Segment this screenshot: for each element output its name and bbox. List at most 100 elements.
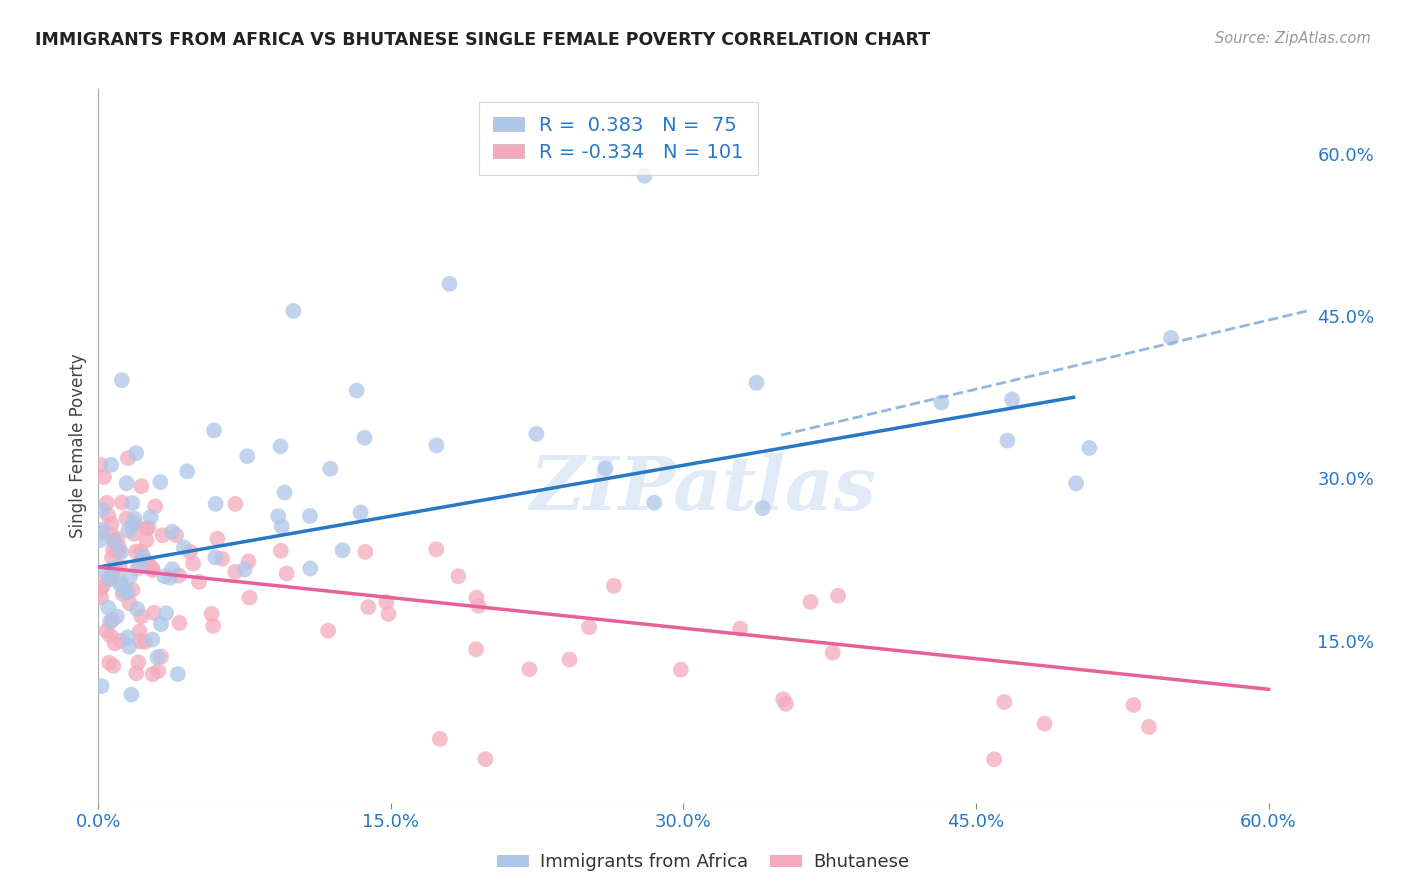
Point [319, 461, 342, 475]
Point [821, 646, 844, 660]
Point [349, 505, 371, 519]
Point [103, 560, 125, 574]
Point [983, 752, 1005, 766]
Point [124, 516, 146, 531]
Point [107, 540, 129, 554]
Point [90, 679, 112, 693]
Point [799, 595, 821, 609]
Point [353, 431, 375, 445]
Point [125, 544, 148, 558]
Point [993, 695, 1015, 709]
Point [179, 545, 201, 559]
Point [202, 423, 225, 437]
Point [108, 577, 131, 591]
Point [118, 640, 141, 654]
Point [98, 656, 121, 670]
Point [131, 609, 153, 624]
Point [98, 615, 121, 629]
Point [93, 470, 115, 484]
Point [89, 458, 111, 472]
Point [143, 500, 166, 514]
Point [775, 697, 797, 711]
Point [276, 566, 298, 581]
Point [112, 584, 135, 599]
Point [204, 550, 226, 565]
Point [269, 439, 291, 453]
Point [127, 602, 149, 616]
Point [104, 636, 127, 650]
Point [117, 630, 139, 644]
Point [125, 666, 148, 681]
Point [211, 551, 233, 566]
Point [603, 579, 626, 593]
Point [517, 662, 540, 676]
Point [90, 591, 112, 605]
Point [128, 558, 150, 572]
Point [425, 542, 447, 557]
Point [91, 523, 114, 537]
Point [96, 624, 118, 638]
Point [127, 656, 149, 670]
Point [200, 607, 222, 621]
Point [121, 518, 143, 533]
Point [111, 587, 134, 601]
Point [169, 615, 191, 630]
Point [115, 476, 138, 491]
Point [134, 634, 156, 648]
Point [138, 520, 160, 534]
Point [188, 574, 211, 589]
Point [141, 561, 163, 575]
Point [110, 574, 132, 589]
Point [94, 565, 117, 579]
Point [236, 449, 259, 463]
Point [160, 524, 183, 539]
Point [131, 479, 153, 493]
Text: IMMIGRANTS FROM AFRICA VS BHUTANESE SINGLE FEMALE POVERTY CORRELATION CHART: IMMIGRANTS FROM AFRICA VS BHUTANESE SING… [35, 31, 931, 49]
Point [142, 667, 165, 681]
Point [107, 544, 129, 558]
Point [105, 609, 128, 624]
Point [204, 497, 226, 511]
Point [224, 565, 246, 579]
Point [155, 606, 177, 620]
Point [267, 509, 290, 524]
Point [120, 570, 142, 584]
Point [375, 595, 398, 609]
Point [101, 543, 124, 558]
Point [101, 613, 124, 627]
Point [1122, 698, 1144, 712]
Point [669, 663, 692, 677]
Point [238, 554, 260, 568]
Point [354, 545, 377, 559]
Point [332, 543, 354, 558]
Point [121, 582, 143, 597]
Point [152, 528, 174, 542]
Point [207, 532, 229, 546]
Point [447, 569, 470, 583]
Point [149, 475, 172, 489]
Point [357, 600, 380, 615]
Point [299, 561, 322, 575]
Point [146, 650, 169, 665]
Point [103, 658, 125, 673]
Point [162, 562, 184, 576]
Point [1033, 716, 1056, 731]
Point [827, 589, 849, 603]
Point [270, 519, 292, 533]
Point [166, 667, 188, 681]
Point [467, 599, 489, 613]
Point [167, 568, 190, 582]
Point [728, 622, 751, 636]
Point [233, 562, 256, 576]
Point [772, 692, 794, 706]
Point [97, 600, 120, 615]
Point [1137, 720, 1160, 734]
Text: ZIPatlas: ZIPatlas [530, 452, 876, 525]
Point [526, 426, 548, 441]
Point [129, 545, 152, 559]
Point [270, 543, 292, 558]
Point [439, 277, 461, 291]
Point [111, 495, 134, 509]
Point [105, 532, 128, 546]
Point [89, 533, 111, 547]
